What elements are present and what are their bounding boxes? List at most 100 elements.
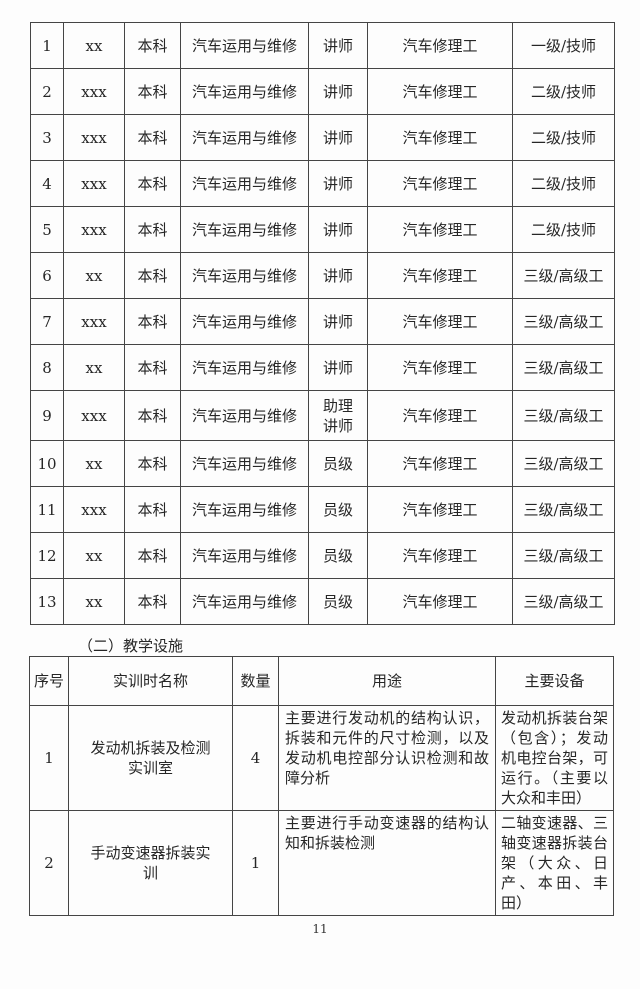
section-heading: （二）教学设施 <box>78 637 184 655</box>
cell-title: 员级 <box>308 486 368 533</box>
cell-certificate: 汽车修理工 <box>367 160 513 207</box>
cell-certificate: 汽车修理工 <box>367 22 513 69</box>
table-row: 1 xx 本科 汽车运用与维修 讲师 汽车修理工 一级/技师 <box>30 22 615 69</box>
facility-table: 序号 实训时名称 数量 用途 主要设备 1 发动机拆装及检测实训室 4 主要进行… <box>29 656 614 916</box>
table-row: 11 xxx 本科 汽车运用与维修 员级 汽车修理工 三级/高级工 <box>30 486 615 533</box>
cell-room-name: 手动变速器拆装实训 <box>68 810 233 916</box>
cell-serial-number: 9 <box>30 390 64 441</box>
cell-serial-number: 12 <box>30 532 64 579</box>
cell-level: 三级/高级工 <box>512 252 615 299</box>
cell-name: xxx <box>63 206 125 253</box>
cell-serial-number: 11 <box>30 486 64 533</box>
table-row: 3 xxx 本科 汽车运用与维修 讲师 汽车修理工 二级/技师 <box>30 114 615 161</box>
cell-serial-number: 1 <box>29 705 69 811</box>
cell-major: 汽车运用与维修 <box>180 68 309 115</box>
header-serial-number: 序号 <box>29 656 69 706</box>
cell-name: xxx <box>63 68 125 115</box>
cell-level: 三级/高级工 <box>512 344 615 391</box>
cell-quantity: 1 <box>232 810 279 916</box>
cell-serial-number: 1 <box>30 22 64 69</box>
cell-major: 汽车运用与维修 <box>180 298 309 345</box>
cell-name: xx <box>63 344 125 391</box>
cell-major: 汽车运用与维修 <box>180 440 309 487</box>
cell-degree: 本科 <box>124 22 181 69</box>
cell-serial-number: 4 <box>30 160 64 207</box>
cell-major: 汽车运用与维修 <box>180 252 309 299</box>
cell-degree: 本科 <box>124 160 181 207</box>
cell-level: 一级/技师 <box>512 22 615 69</box>
cell-degree: 本科 <box>124 440 181 487</box>
cell-level: 三级/高级工 <box>512 578 615 625</box>
cell-major: 汽车运用与维修 <box>180 160 309 207</box>
cell-name: xx <box>63 578 125 625</box>
cell-name: xx <box>63 22 125 69</box>
cell-certificate: 汽车修理工 <box>367 344 513 391</box>
cell-major: 汽车运用与维修 <box>180 114 309 161</box>
cell-certificate: 汽车修理工 <box>367 206 513 253</box>
cell-major: 汽车运用与维修 <box>180 390 309 441</box>
table-row: 7 xxx 本科 汽车运用与维修 讲师 汽车修理工 三级/高级工 <box>30 298 615 345</box>
cell-name: xx <box>63 532 125 579</box>
header-purpose: 用途 <box>278 656 496 706</box>
cell-name: xxx <box>63 486 125 533</box>
cell-serial-number: 2 <box>30 68 64 115</box>
cell-purpose: 主要进行发动机的结构认识，拆装和元件的尺寸检测，以及发动机电控部分认识检测和故障… <box>278 705 496 811</box>
cell-degree: 本科 <box>124 578 181 625</box>
cell-title: 助理讲师 <box>308 390 368 441</box>
cell-equipment: 发动机拆装台架（包含）；发动机电控台架，可运行。（主要以大众和丰田） <box>495 705 614 811</box>
staff-qualification-table: 1 xx 本科 汽车运用与维修 讲师 汽车修理工 一级/技师 2 xxx 本科 … <box>30 22 615 625</box>
cell-degree: 本科 <box>124 298 181 345</box>
cell-name: xxx <box>63 160 125 207</box>
header-room-name: 实训时名称 <box>68 656 233 706</box>
cell-level: 二级/技师 <box>512 160 615 207</box>
cell-degree: 本科 <box>124 532 181 579</box>
cell-degree: 本科 <box>124 206 181 253</box>
cell-certificate: 汽车修理工 <box>367 578 513 625</box>
table-row: 2 xxx 本科 汽车运用与维修 讲师 汽车修理工 二级/技师 <box>30 68 615 115</box>
table-row: 5 xxx 本科 汽车运用与维修 讲师 汽车修理工 二级/技师 <box>30 206 615 253</box>
cell-major: 汽车运用与维修 <box>180 578 309 625</box>
cell-name: xx <box>63 440 125 487</box>
table-row: 10 xx 本科 汽车运用与维修 员级 汽车修理工 三级/高级工 <box>30 440 615 487</box>
cell-certificate: 汽车修理工 <box>367 440 513 487</box>
cell-level: 三级/高级工 <box>512 532 615 579</box>
header-equipment: 主要设备 <box>495 656 614 706</box>
cell-title: 讲师 <box>308 160 368 207</box>
cell-serial-number: 7 <box>30 298 64 345</box>
cell-serial-number: 8 <box>30 344 64 391</box>
cell-degree: 本科 <box>124 390 181 441</box>
cell-title: 讲师 <box>308 22 368 69</box>
cell-level: 三级/高级工 <box>512 486 615 533</box>
cell-title: 讲师 <box>308 68 368 115</box>
cell-major: 汽车运用与维修 <box>180 206 309 253</box>
cell-name: xxx <box>63 390 125 441</box>
cell-level: 二级/技师 <box>512 206 615 253</box>
cell-title: 讲师 <box>308 206 368 253</box>
cell-title: 员级 <box>308 532 368 579</box>
cell-degree: 本科 <box>124 114 181 161</box>
table-row: 2 手动变速器拆装实训 1 主要进行手动变速器的结构认知和拆装检测 二轴变速器、… <box>29 810 614 916</box>
header-quantity: 数量 <box>232 656 279 706</box>
cell-serial-number: 13 <box>30 578 64 625</box>
cell-level: 三级/高级工 <box>512 390 615 441</box>
table-row: 1 发动机拆装及检测实训室 4 主要进行发动机的结构认识，拆装和元件的尺寸检测，… <box>29 705 614 811</box>
cell-title: 讲师 <box>308 252 368 299</box>
cell-certificate: 汽车修理工 <box>367 532 513 579</box>
cell-title: 讲师 <box>308 114 368 161</box>
cell-title: 员级 <box>308 440 368 487</box>
cell-equipment: 二轴变速器、三轴变速器拆装台架（大众、日产、本田、丰田） <box>495 810 614 916</box>
cell-major: 汽车运用与维修 <box>180 532 309 579</box>
cell-certificate: 汽车修理工 <box>367 114 513 161</box>
cell-serial-number: 3 <box>30 114 64 161</box>
cell-room-name: 发动机拆装及检测实训室 <box>68 705 233 811</box>
cell-purpose: 主要进行手动变速器的结构认知和拆装检测 <box>278 810 496 916</box>
cell-level: 三级/高级工 <box>512 298 615 345</box>
cell-certificate: 汽车修理工 <box>367 298 513 345</box>
cell-serial-number: 6 <box>30 252 64 299</box>
cell-degree: 本科 <box>124 68 181 115</box>
cell-degree: 本科 <box>124 486 181 533</box>
page-number: 11 <box>312 922 328 936</box>
cell-title: 员级 <box>308 578 368 625</box>
table-row: 13 xx 本科 汽车运用与维修 员级 汽车修理工 三级/高级工 <box>30 578 615 625</box>
cell-certificate: 汽车修理工 <box>367 486 513 533</box>
